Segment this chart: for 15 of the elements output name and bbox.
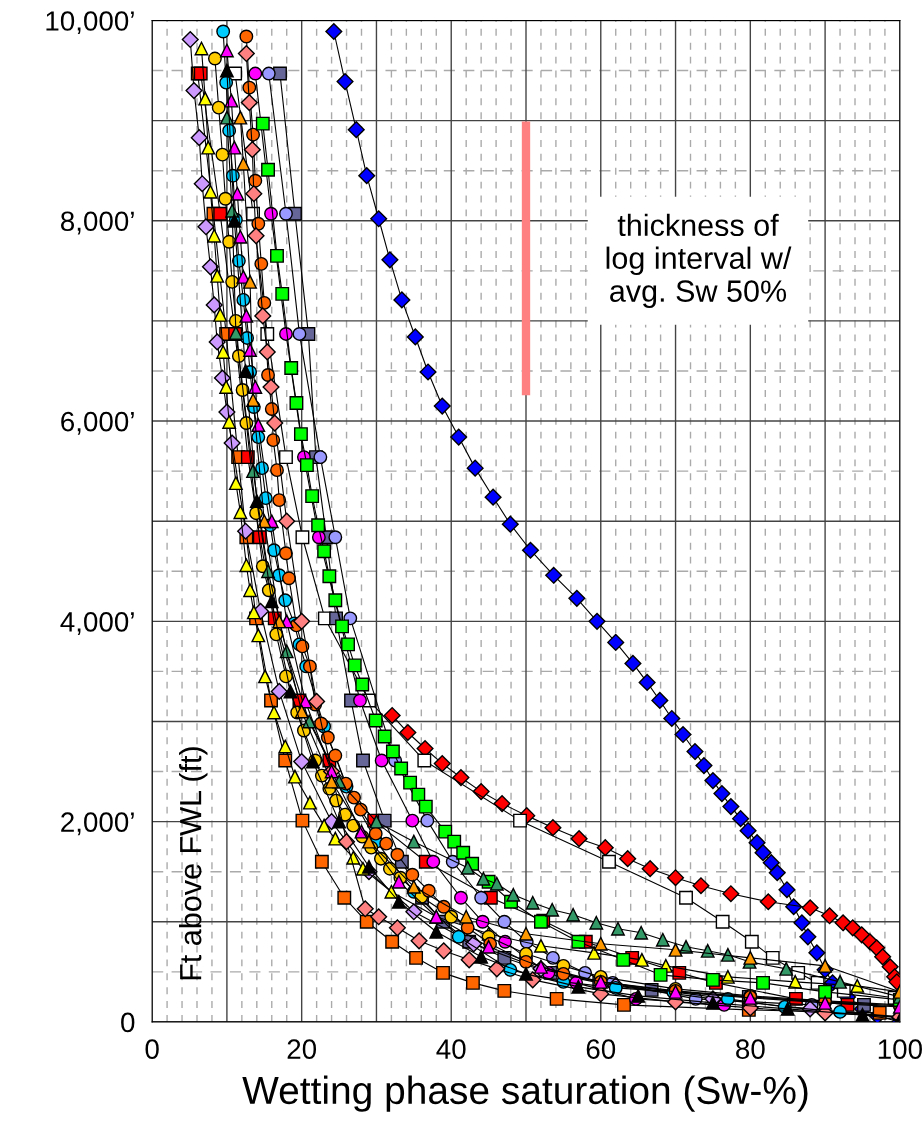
x-axis-title: Wetting phase saturation (Sw-%) <box>242 1075 808 1112</box>
x-tick-label: 100 <box>878 1039 922 1059</box>
y-tick-label: 10,000’ <box>46 11 134 35</box>
y-tick-label: 4,000’ <box>60 612 134 635</box>
x-tick-label: 60 <box>586 1039 616 1059</box>
x-tick-label: 80 <box>736 1039 765 1059</box>
y-tick-label: 8,000’ <box>60 211 134 235</box>
y-tick-label: 6,000’ <box>61 411 134 435</box>
y-axis-title: Ft above FWL (ft) <box>179 747 208 980</box>
annotation: thickness of log interval w/ avg. Sw 50% <box>606 213 792 308</box>
x-tick-label: 40 <box>436 1039 466 1059</box>
y-tick-label: 2,000’ <box>61 812 134 836</box>
y-tick-label: 0 <box>121 1012 135 1033</box>
x-tick-label: 0 <box>145 1039 159 1059</box>
x-tick-label: 20 <box>287 1039 317 1059</box>
